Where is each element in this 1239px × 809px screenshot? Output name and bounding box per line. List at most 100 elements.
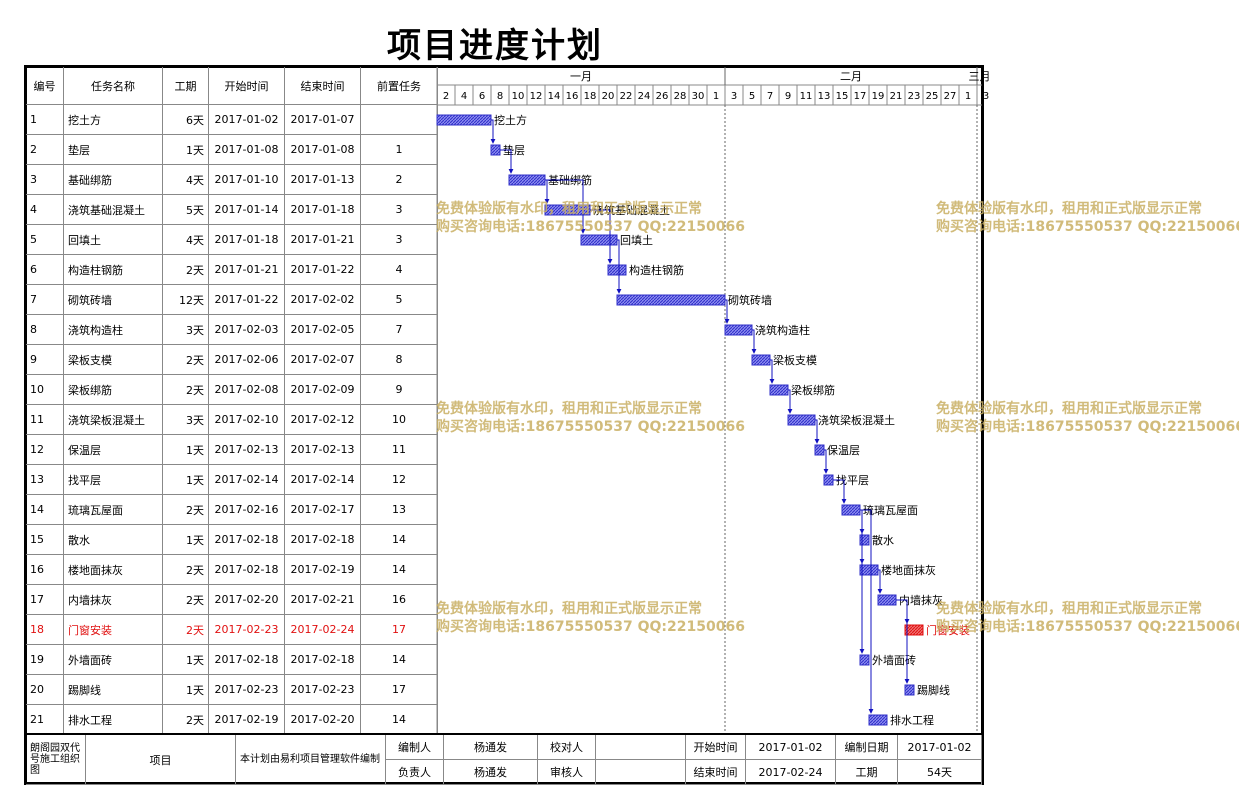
watermark-line2: 购买咨询电话:18675550537 QQ:22150066	[436, 219, 745, 235]
cell-no: 7	[26, 285, 64, 315]
page-title: 项目进度计划	[387, 26, 603, 66]
cell-pred: 14	[361, 525, 438, 555]
watermark-right-bottom: 免费体验版有水印，租用和正式版显示正常 购买咨询电话:18675550537 Q…	[936, 600, 1239, 636]
cell-no: 2	[26, 135, 64, 165]
cell-pred	[361, 105, 438, 135]
watermark-line2: 购买咨询电话:18675550537 QQ:22150066	[436, 419, 745, 435]
cell-no: 15	[26, 525, 64, 555]
footer-manager: 杨通发	[444, 760, 538, 785]
footer-panel: 朗阁园双代号施工组织图 项目 本计划由易利项目管理软件编制 编制人 杨通发 校对…	[26, 733, 982, 785]
cell-dur: 2天	[163, 375, 209, 405]
watermark-line1: 免费体验版有水印，租用和正式版显示正常	[436, 201, 702, 217]
cell-dur: 1天	[163, 645, 209, 675]
cell-end: 2017-02-21	[285, 585, 361, 615]
cell-name: 垫层	[64, 135, 163, 165]
cell-pred: 2	[361, 165, 438, 195]
watermark-line1: 免费体验版有水印，租用和正式版显示正常	[436, 401, 702, 417]
cell-end: 2017-02-12	[285, 405, 361, 435]
cell-no: 9	[26, 345, 64, 375]
cell-end: 2017-02-09	[285, 375, 361, 405]
cell-name: 梁板支模	[64, 345, 163, 375]
cell-start: 2017-02-16	[209, 495, 285, 525]
cell-no: 4	[26, 195, 64, 225]
cell-no: 20	[26, 675, 64, 705]
cell-start: 2017-02-14	[209, 465, 285, 495]
watermark-line2: 购买咨询电话:18675550537 QQ:22150066	[436, 619, 745, 635]
cell-dur: 1天	[163, 465, 209, 495]
cell-pred: 9	[361, 375, 438, 405]
cell-name: 散水	[64, 525, 163, 555]
cell-dur: 2天	[163, 705, 209, 735]
footer-date-label: 编制日期	[836, 735, 898, 760]
footer-compiler: 杨通发	[444, 735, 538, 760]
cell-dur: 3天	[163, 405, 209, 435]
cell-no: 13	[26, 465, 64, 495]
footer-reviewer-label: 审核人	[538, 760, 596, 785]
cell-dur: 1天	[163, 675, 209, 705]
cell-pred: 12	[361, 465, 438, 495]
cell-name: 内墙抹灰	[64, 585, 163, 615]
cell-no: 14	[26, 495, 64, 525]
cell-start: 2017-01-14	[209, 195, 285, 225]
header-end: 结束时间	[285, 67, 361, 105]
cell-end: 2017-02-17	[285, 495, 361, 525]
cell-end: 2017-02-23	[285, 675, 361, 705]
cell-pred: 14	[361, 705, 438, 735]
cell-end: 2017-02-19	[285, 555, 361, 585]
cell-start: 2017-02-06	[209, 345, 285, 375]
footer-date: 2017-01-02	[898, 735, 982, 760]
cell-start: 2017-01-21	[209, 255, 285, 285]
watermark-left-top: 免费体验版有水印，租用和正式版显示正常 购买咨询电话:18675550537 Q…	[436, 200, 745, 236]
cell-no: 19	[26, 645, 64, 675]
cell-no: 18	[26, 615, 64, 645]
cell-no: 21	[26, 705, 64, 735]
cell-name: 浇筑构造柱	[64, 315, 163, 345]
cell-start: 2017-02-13	[209, 435, 285, 465]
watermark-line1: 免费体验版有水印，租用和正式版显示正常	[936, 201, 1202, 217]
footer-reviewer	[596, 760, 686, 785]
cell-no: 11	[26, 405, 64, 435]
cell-start: 2017-01-18	[209, 225, 285, 255]
footer-compiler-label: 编制人	[386, 735, 444, 760]
cell-end: 2017-02-07	[285, 345, 361, 375]
footer-checker	[596, 735, 686, 760]
cell-end: 2017-01-21	[285, 225, 361, 255]
cell-end: 2017-01-22	[285, 255, 361, 285]
cell-no: 10	[26, 375, 64, 405]
cell-dur: 3天	[163, 315, 209, 345]
cell-pred: 17	[361, 675, 438, 705]
cell-name: 踢脚线	[64, 675, 163, 705]
chart-frame	[24, 65, 984, 785]
cell-pred: 11	[361, 435, 438, 465]
cell-start: 2017-02-19	[209, 705, 285, 735]
cell-end: 2017-02-13	[285, 435, 361, 465]
cell-dur: 2天	[163, 495, 209, 525]
cell-start: 2017-01-08	[209, 135, 285, 165]
watermark-right-top: 免费体验版有水印，租用和正式版显示正常 购买咨询电话:18675550537 Q…	[936, 200, 1239, 236]
cell-pred: 3	[361, 225, 438, 255]
cell-no: 5	[26, 225, 64, 255]
cell-end: 2017-01-18	[285, 195, 361, 225]
cell-pred: 5	[361, 285, 438, 315]
cell-start: 2017-02-03	[209, 315, 285, 345]
footer-manager-label: 负责人	[386, 760, 444, 785]
watermark-line2: 购买咨询电话:18675550537 QQ:22150066	[936, 419, 1239, 435]
cell-pred: 4	[361, 255, 438, 285]
cell-no: 3	[26, 165, 64, 195]
cell-start: 2017-02-23	[209, 615, 285, 645]
watermark-line2: 购买咨询电话:18675550537 QQ:22150066	[936, 619, 1239, 635]
cell-start: 2017-02-20	[209, 585, 285, 615]
cell-dur: 2天	[163, 255, 209, 285]
cell-no: 6	[26, 255, 64, 285]
cell-end: 2017-01-07	[285, 105, 361, 135]
cell-end: 2017-02-14	[285, 465, 361, 495]
cell-end: 2017-02-18	[285, 525, 361, 555]
footer-checker-label: 校对人	[538, 735, 596, 760]
cell-start: 2017-02-08	[209, 375, 285, 405]
cell-name: 梁板绑筋	[64, 375, 163, 405]
cell-dur: 1天	[163, 135, 209, 165]
cell-no: 1	[26, 105, 64, 135]
cell-dur: 6天	[163, 105, 209, 135]
footer-end-label: 结束时间	[686, 760, 746, 785]
cell-pred: 3	[361, 195, 438, 225]
